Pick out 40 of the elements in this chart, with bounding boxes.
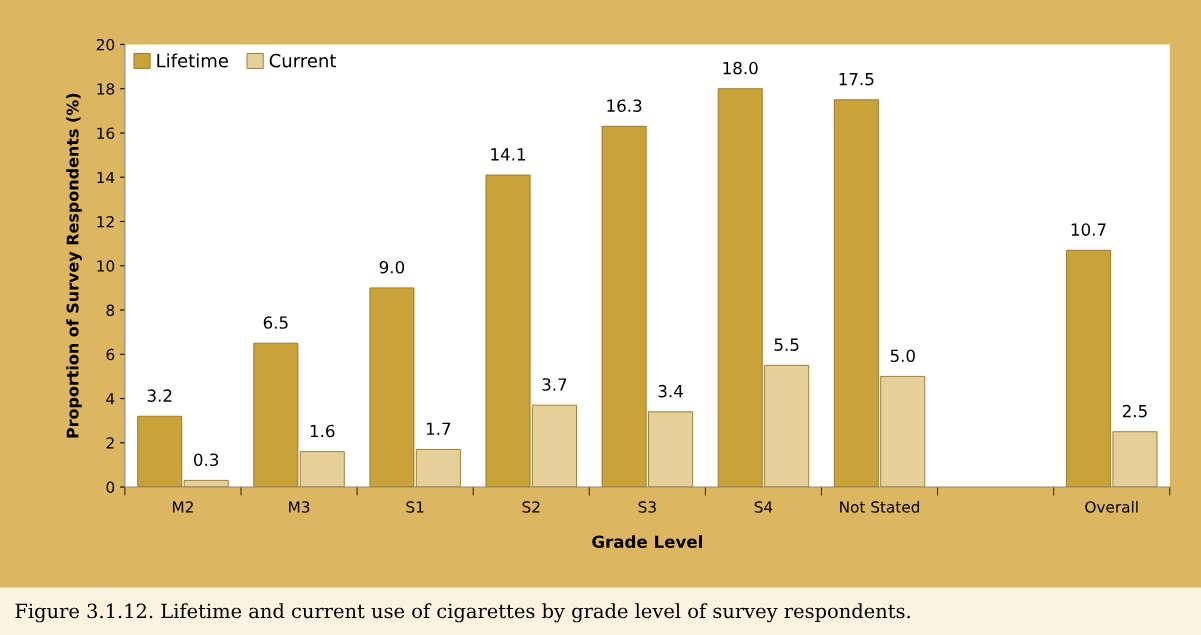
data-label: 3.4 [658,384,683,398]
y-tick-label: 18 [97,83,115,95]
data-label: 0.3 [194,453,219,467]
data-label: 10.7 [1071,223,1106,236]
y-tick-label: 12 [97,215,114,228]
y-tick-label: 4 [106,393,115,405]
data-label: 5.0 [890,349,915,363]
legend-label: Current [269,53,337,68]
x-tick-label: M2 [173,501,193,513]
y-tick-label: 2 [106,437,114,449]
y-tick-label: 0 [106,481,115,494]
x-tick-label: S4 [754,501,773,513]
data-label: 3.7 [542,378,567,391]
y-axis-title: Proportion of Survey Respondents (%) [66,93,82,438]
x-tick-label: Not Stated [840,500,920,513]
y-tick-label: 8 [106,304,115,317]
y-tick-label: 16 [97,127,115,139]
y-tick-label: 20 [96,38,115,51]
data-label: 16.3 [607,99,642,112]
y-tick-label: 10 [97,260,115,272]
data-label: 18.0 [723,61,758,75]
x-tick-label: S3 [638,501,656,513]
data-label: 1.7 [426,422,451,435]
data-label: 2.5 [1122,404,1147,418]
data-label: 6.5 [263,316,288,329]
y-tick-label: 6 [106,348,115,361]
y-tick-label: 14 [97,171,115,184]
x-axis-title: Grade Level [592,535,702,549]
x-tick-label: S1 [406,501,424,513]
x-tick-label: Overall [1085,500,1138,513]
data-label: 3.2 [147,389,172,402]
data-label: 14.1 [491,148,526,161]
x-tick-label: S2 [522,501,540,513]
data-label: 1.6 [310,424,335,438]
caption: Figure 3.1.12. Lifetime and current use of cigarettes by grade level of survey respondents. [15,603,910,623]
x-tick-label: M3 [289,501,310,513]
data-label: 17.5 [839,73,874,86]
data-label: 5.5 [774,338,799,351]
data-label: 9.0 [379,260,405,274]
legend-label: Lifetime [157,53,228,68]
